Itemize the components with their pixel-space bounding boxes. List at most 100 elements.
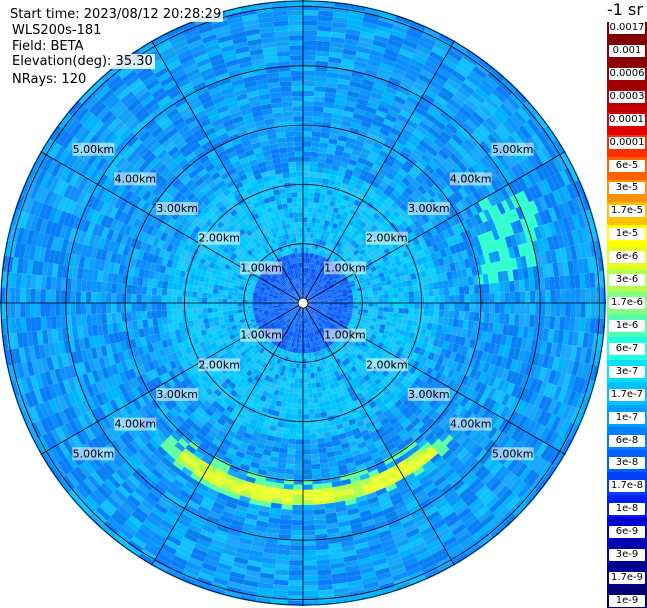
field-cell [292,96,303,101]
field-cell [136,303,141,312]
field-cell [298,212,303,217]
field-cell [413,291,418,297]
field-cell [286,408,292,414]
field-cell [444,295,449,303]
field-cell [303,207,308,212]
field-cell [152,295,157,303]
field-cell [286,137,295,143]
field-cell [298,202,303,207]
field-cell [296,439,303,444]
field-cell [303,222,307,227]
field-cell [303,439,310,444]
field-cell [469,285,475,294]
field-cell [197,297,202,303]
field-cell [310,228,314,234]
field-cell [289,172,296,178]
field-cell [279,152,287,158]
field-cell [293,490,303,495]
field-cell [285,126,294,132]
field-cell [314,504,325,510]
field-cell [312,132,321,138]
field-cell [313,111,323,117]
field-cell [197,303,202,309]
field-cell [364,303,369,306]
field-cell [295,454,303,459]
field-cell [297,248,300,253]
field-cell [101,303,106,314]
field-cell [424,290,430,297]
field-cell [369,299,374,303]
field-cell [308,403,314,408]
field-cell [293,106,303,111]
field-cell [187,309,192,315]
field-cell [287,147,295,153]
field-cell [469,303,474,312]
field-cell [281,198,287,204]
field-cell [414,297,419,303]
field-cell [318,203,324,209]
field-cell [222,303,227,307]
field-cell [297,404,303,409]
field-cell [495,293,500,303]
field-cell [434,296,439,303]
field-cell [307,212,312,217]
field-cell [318,157,326,163]
field-cell [217,299,222,303]
field-cell [407,320,413,327]
field-cell [303,389,308,394]
field-cell [317,433,325,439]
field-cell [318,448,326,454]
field-cell [495,303,500,313]
field-cell [439,296,444,303]
field-cell [303,177,310,182]
field-cell [187,297,192,303]
field-cell [303,469,312,474]
field-cell [303,146,311,151]
field-cell [202,308,207,314]
field-cell [368,296,373,300]
field-cell [311,218,316,224]
field-cell [303,464,312,469]
field-cell [310,162,318,168]
field-cell [106,293,111,303]
field-cell [408,291,413,297]
field-cell [188,279,194,286]
field-cell [167,317,173,325]
field-cell [303,217,307,222]
field-cell [364,300,369,303]
field-cell [300,242,303,247]
field-cell [306,353,309,358]
field-cell [317,167,325,173]
field-cell [308,398,314,403]
field-cell [398,308,403,314]
field-cell [292,398,298,403]
field-cell [172,289,178,296]
field-cell [504,281,510,292]
field-cell [318,152,326,158]
field-cell [314,193,320,199]
field-cell [388,293,393,298]
field-cell [290,378,295,384]
field-cell [314,408,320,414]
field-cell [137,311,143,320]
field-cell [142,286,148,295]
field-cell [237,306,242,310]
field-cell [289,434,296,440]
field-cell [192,303,197,309]
field-cell [303,500,314,505]
field-cell [287,449,295,455]
field-cell [177,283,183,290]
field-cell [317,162,325,168]
field-cell [309,413,315,418]
field-cell [289,388,294,394]
field-cell [197,292,202,298]
field-cell [212,298,217,303]
field-cell [167,303,172,310]
field-cell [299,369,303,374]
field-cell [485,293,490,303]
field-cell [299,384,303,389]
field-cell [303,157,311,162]
field-cell [407,280,413,287]
field-cell [509,314,515,325]
field-cell [398,313,404,319]
